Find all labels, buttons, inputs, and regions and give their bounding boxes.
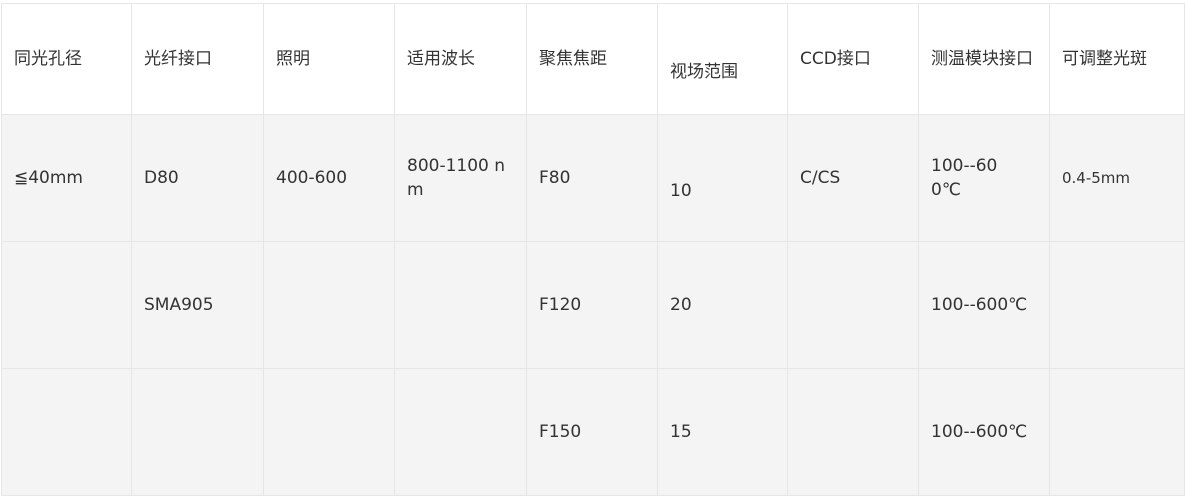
table-cell bbox=[263, 241, 395, 369]
table-cell: 100--600℃ bbox=[918, 241, 1050, 369]
cell-text: 0.4-5mm bbox=[1062, 169, 1131, 187]
table-cell: 10 bbox=[657, 114, 788, 242]
table-row: ≦40mm D80 400-600 800-1100 nm F80 10 C/C… bbox=[1, 114, 1185, 242]
table-cell bbox=[787, 368, 919, 496]
header-cell: CCD接口 bbox=[787, 3, 919, 115]
table-cell: 100--600℃ bbox=[918, 368, 1050, 496]
table-cell bbox=[787, 241, 919, 369]
table-cell bbox=[1, 368, 132, 496]
table-cell: 800-1100 nm bbox=[394, 114, 527, 242]
cell-text: 10 bbox=[670, 181, 692, 201]
table-cell bbox=[1, 241, 132, 369]
spec-table: 同光孔径 光纤接口 照明 适用波长 聚焦焦距 视场范围 CCD接口 测温模块接口… bbox=[1, 3, 1185, 496]
table-header-row: 同光孔径 光纤接口 照明 适用波长 聚焦焦距 视场范围 CCD接口 测温模块接口… bbox=[1, 3, 1185, 115]
header-cell: 可调整光斑 bbox=[1049, 3, 1185, 115]
header-cell: 测温模块接口 bbox=[918, 3, 1050, 115]
header-cell: 同光孔径 bbox=[1, 3, 132, 115]
table-cell: SMA905 bbox=[131, 241, 264, 369]
table-cell bbox=[131, 368, 264, 496]
table-cell bbox=[1049, 368, 1185, 496]
header-cell: 聚焦焦距 bbox=[526, 3, 658, 115]
table-cell bbox=[1049, 241, 1185, 369]
table-cell: 20 bbox=[657, 241, 788, 369]
table-cell: F80 bbox=[526, 114, 658, 242]
table-cell bbox=[394, 241, 527, 369]
table-cell: F150 bbox=[526, 368, 658, 496]
table-cell: 0.4-5mm bbox=[1049, 114, 1185, 242]
table-cell: F120 bbox=[526, 241, 658, 369]
table-cell: 15 bbox=[657, 368, 788, 496]
table-cell: ≦40mm bbox=[1, 114, 132, 242]
header-cell: 视场范围 bbox=[657, 3, 788, 115]
table-cell: C/CS bbox=[787, 114, 919, 242]
table-cell bbox=[394, 368, 527, 496]
table-row: F150 15 100--600℃ bbox=[1, 368, 1185, 496]
table-cell: D80 bbox=[131, 114, 264, 242]
header-cell: 照明 bbox=[263, 3, 395, 115]
header-text: 视场范围 bbox=[670, 62, 738, 82]
table-cell: 400-600 bbox=[263, 114, 395, 242]
table-cell bbox=[263, 368, 395, 496]
header-cell: 适用波长 bbox=[394, 3, 527, 115]
header-cell: 光纤接口 bbox=[131, 3, 264, 115]
table-cell: 100--600℃ bbox=[918, 114, 1050, 242]
table-row: SMA905 F120 20 100--600℃ bbox=[1, 241, 1185, 369]
